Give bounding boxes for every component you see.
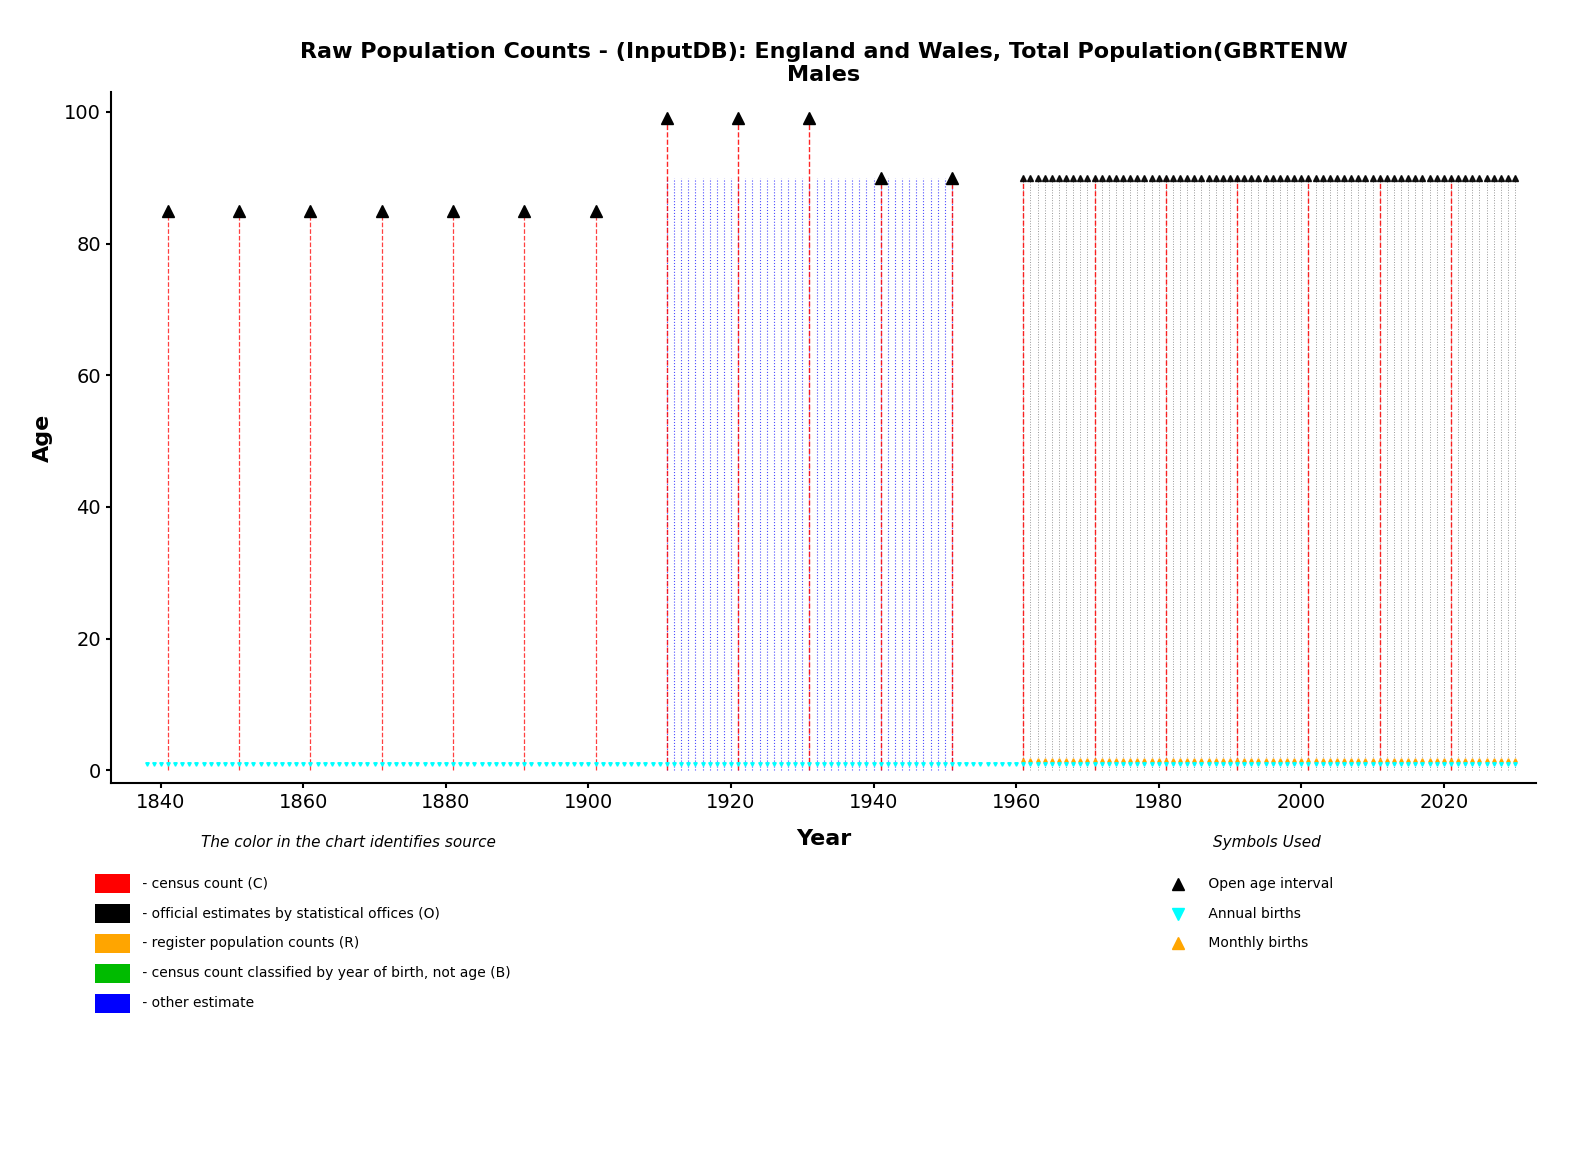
Text: Symbols Used: Symbols Used <box>1213 835 1321 850</box>
Text: Open age interval: Open age interval <box>1204 877 1334 890</box>
Text: Annual births: Annual births <box>1204 907 1300 920</box>
Text: - official estimates by statistical offices (O): - official estimates by statistical offi… <box>138 907 440 920</box>
Text: - other estimate: - other estimate <box>138 996 253 1010</box>
Y-axis label: Age: Age <box>33 414 54 462</box>
Text: The color in the chart identifies source: The color in the chart identifies source <box>201 835 496 850</box>
Text: - register population counts (R): - register population counts (R) <box>138 937 360 950</box>
Title: Raw Population Counts - (InputDB): England and Wales, Total Population(GBRTENW
M: Raw Population Counts - (InputDB): Engla… <box>299 41 1348 85</box>
X-axis label: Year: Year <box>797 828 851 849</box>
Text: - census count classified by year of birth, not age (B): - census count classified by year of bir… <box>138 967 510 980</box>
Text: Monthly births: Monthly births <box>1204 937 1308 950</box>
Text: - census count (C): - census count (C) <box>138 877 268 890</box>
